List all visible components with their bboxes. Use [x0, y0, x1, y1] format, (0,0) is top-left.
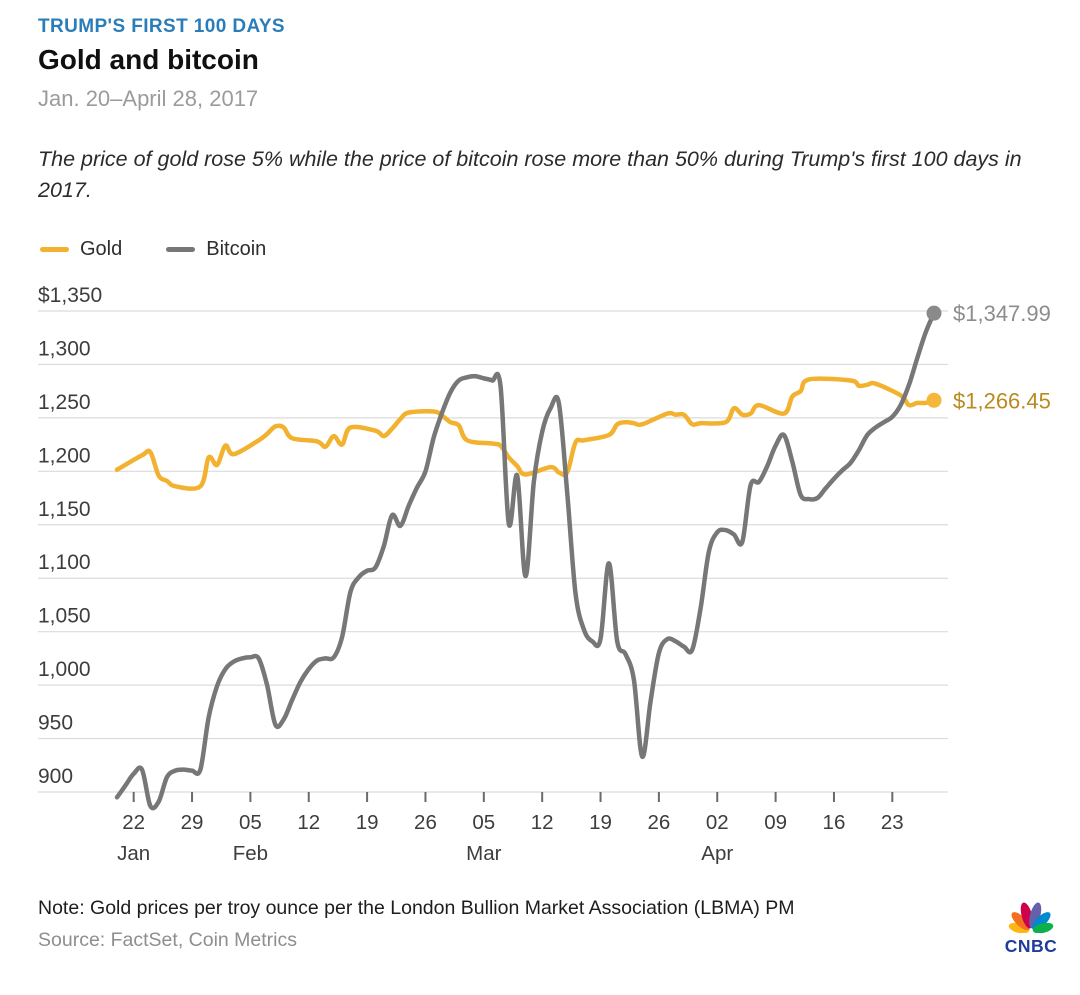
x-axis-day-label: 26	[647, 811, 670, 834]
source-credit: Source: FactSet, Coin Metrics	[38, 929, 298, 951]
page-title: Gold and bitcoin	[38, 44, 259, 75]
y-axis-label: 1,200	[38, 444, 91, 467]
legend-label-bitcoin: Bitcoin	[206, 238, 267, 260]
gold-line	[114, 376, 937, 491]
y-axis-label: 1,100	[38, 551, 91, 574]
y-axis-label: 1,250	[38, 391, 91, 414]
x-axis-day-label: 05	[472, 811, 495, 834]
x-axis-day-label: 09	[764, 811, 787, 834]
peacock-icon	[1008, 902, 1054, 934]
gold-line-swatch	[40, 247, 69, 252]
x-axis-month-label: Feb	[233, 842, 268, 865]
x-axis-day-label: 22	[122, 811, 145, 834]
cnbc-logo: CNBC	[998, 893, 1064, 957]
cnbc-wordmark: CNBC	[1004, 936, 1058, 956]
bitcoin-line	[114, 310, 937, 811]
bitcoin-line-swatch	[166, 247, 196, 252]
y-axis-label: 1,150	[38, 498, 91, 521]
x-axis-day-label: 12	[531, 811, 554, 834]
footnote: Note: Gold prices per troy ounce per the…	[38, 897, 795, 919]
x-axis-month-label: Apr	[701, 842, 733, 865]
x-axis-day-label: 16	[823, 811, 846, 834]
x-axis-day-label: 12	[297, 811, 320, 834]
x-axis-day-label: 29	[181, 811, 204, 834]
y-axis-label: 1,300	[38, 337, 91, 360]
kicker: TRUMP'S FIRST 100 DAYS	[38, 16, 286, 37]
x-axis-month-label: Mar	[466, 842, 501, 865]
gold-end-dot	[926, 392, 942, 408]
x-axis-day-label: 26	[414, 811, 437, 834]
x-axis-day-label: 23	[881, 811, 904, 834]
gold-end-value-label: $1,266.45	[953, 388, 1051, 413]
legend-item-gold: Gold	[40, 238, 122, 261]
y-axis-label: 950	[38, 712, 73, 735]
x-axis-day-label: 19	[589, 811, 612, 834]
legend-label-gold: Gold	[80, 238, 123, 260]
bitcoin-end-dot	[926, 305, 942, 321]
y-axis-label: $1,350	[38, 284, 102, 307]
x-axis-month-label: Jan	[117, 842, 150, 865]
x-axis-day-label: 19	[356, 811, 379, 834]
x-axis-day-label: 02	[706, 811, 729, 834]
y-axis-label: 900	[38, 765, 73, 788]
x-axis-day-label: 05	[239, 811, 262, 834]
y-axis-label: 1,000	[38, 658, 91, 681]
legend-item-bitcoin: Bitcoin	[166, 238, 266, 261]
y-axis-label: 1,050	[38, 605, 91, 628]
chart-description: The price of gold rose 5% while the pric…	[38, 147, 1022, 203]
bitcoin-end-value-label: $1,347.99	[953, 301, 1051, 326]
legend: Gold Bitcoin	[40, 238, 266, 261]
date-range: Jan. 20–April 28, 2017	[38, 86, 259, 111]
